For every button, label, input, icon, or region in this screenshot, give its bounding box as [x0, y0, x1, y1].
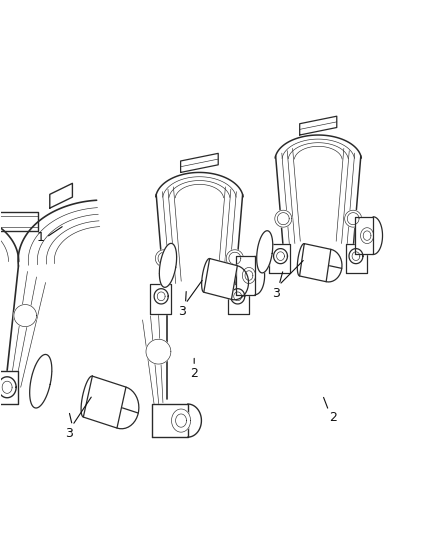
Polygon shape	[155, 250, 173, 267]
Polygon shape	[345, 210, 362, 227]
Polygon shape	[226, 250, 244, 267]
Text: 3: 3	[272, 287, 279, 300]
Polygon shape	[231, 289, 245, 304]
Polygon shape	[355, 217, 373, 254]
Text: 1: 1	[37, 231, 45, 244]
Text: 3: 3	[65, 427, 73, 440]
Polygon shape	[14, 304, 36, 327]
Text: 2: 2	[329, 411, 337, 424]
Polygon shape	[180, 154, 218, 173]
Polygon shape	[269, 244, 290, 273]
Polygon shape	[237, 256, 255, 295]
Polygon shape	[346, 244, 367, 273]
Polygon shape	[274, 248, 287, 264]
Polygon shape	[30, 354, 52, 408]
Polygon shape	[228, 284, 249, 314]
Polygon shape	[349, 248, 363, 264]
Polygon shape	[360, 228, 374, 244]
Polygon shape	[172, 409, 191, 432]
Polygon shape	[146, 339, 171, 364]
Polygon shape	[159, 244, 177, 287]
Polygon shape	[150, 284, 171, 314]
Polygon shape	[300, 116, 337, 135]
Polygon shape	[242, 268, 255, 284]
Polygon shape	[275, 210, 292, 227]
Polygon shape	[83, 376, 126, 428]
Polygon shape	[0, 377, 16, 398]
Polygon shape	[300, 244, 331, 282]
Polygon shape	[204, 259, 237, 300]
Polygon shape	[0, 212, 38, 231]
Polygon shape	[152, 404, 188, 437]
Text: 2: 2	[190, 367, 198, 380]
Polygon shape	[50, 183, 72, 208]
Text: 3: 3	[178, 305, 186, 318]
Polygon shape	[257, 231, 273, 273]
Polygon shape	[0, 371, 18, 404]
Polygon shape	[154, 289, 168, 304]
